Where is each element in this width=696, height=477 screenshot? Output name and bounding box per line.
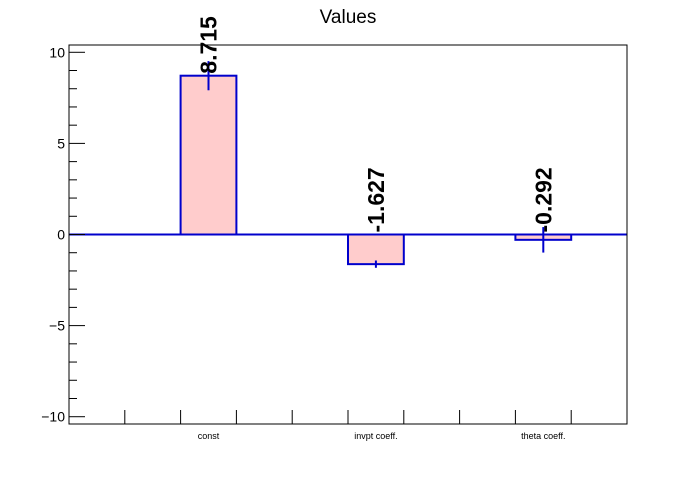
- chart-title: Values: [320, 7, 377, 28]
- data-label-1: 8.715: [196, 16, 222, 74]
- x-tick-label: invpt coeff.: [354, 431, 397, 441]
- bar-1: [179, 74, 238, 236]
- y-tick-label: 5: [57, 135, 65, 151]
- data-labels-layer: 8.715 -1.627 -0.292: [196, 16, 557, 233]
- data-label-2: -1.627: [363, 167, 389, 232]
- data-label-3: -0.292: [530, 167, 556, 232]
- x-axis: const invpt coeff. theta coeff.: [124, 410, 572, 441]
- bar-2: [347, 233, 405, 266]
- y-tick-label: −5: [49, 318, 65, 334]
- x-tick-label: const: [198, 431, 220, 441]
- y-axis: −10 −5 0 5 10: [41, 44, 85, 425]
- error-bars-layer: [207, 61, 545, 268]
- y-tick-label: 0: [57, 227, 65, 243]
- y-tick-label: 10: [49, 44, 65, 60]
- x-tick-label: theta coeff.: [521, 431, 565, 441]
- y-tick-label: −10: [41, 409, 65, 425]
